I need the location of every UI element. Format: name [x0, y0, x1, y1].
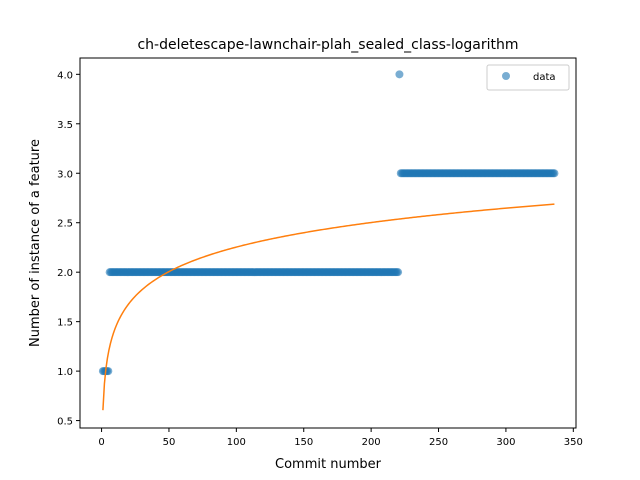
- x-tick-label: 100: [227, 437, 246, 448]
- chart-title: ch-deletescape-lawnchair-plah_sealed_cla…: [137, 37, 518, 53]
- y-tick-label: 2.5: [57, 219, 73, 230]
- legend-marker-data: [502, 72, 510, 80]
- y-axis-label: Number of instance of a feature: [28, 139, 43, 347]
- y-tick-label: 1.0: [57, 367, 73, 378]
- x-axis: 0 50 100 150 200 250 300 350: [98, 428, 583, 448]
- x-axis-label: Commit number: [275, 457, 382, 472]
- legend-label-data: data: [533, 72, 556, 83]
- x-tick-label: 200: [362, 437, 381, 448]
- plot-area: [79, 57, 577, 429]
- y-tick-label: 1.5: [57, 318, 73, 329]
- y-tick-label: 3.5: [57, 120, 73, 131]
- data-series: [98, 70, 559, 376]
- x-tick-label: 150: [294, 437, 313, 448]
- data-point: [550, 169, 559, 178]
- x-tick-label: 250: [429, 437, 448, 448]
- data-point: [394, 268, 403, 277]
- y-tick-label: 3.0: [57, 169, 73, 180]
- y-tick-label: 2.0: [57, 268, 73, 279]
- y-tick-label: 4.0: [57, 70, 73, 81]
- x-tick-label: 350: [564, 437, 583, 448]
- y-tick-label: 0.5: [57, 417, 73, 428]
- legend: data: [486, 64, 570, 91]
- x-tick-label: 300: [496, 437, 515, 448]
- x-tick-label: 50: [163, 437, 176, 448]
- legend-box: [486, 64, 570, 91]
- y-axis: 0.5 1.0 1.5 2.0 2.5 3.0 3.5 4.0: [57, 70, 80, 428]
- data-point: [395, 70, 404, 79]
- fit-curve: [102, 203, 555, 411]
- x-tick-label: 0: [98, 437, 104, 448]
